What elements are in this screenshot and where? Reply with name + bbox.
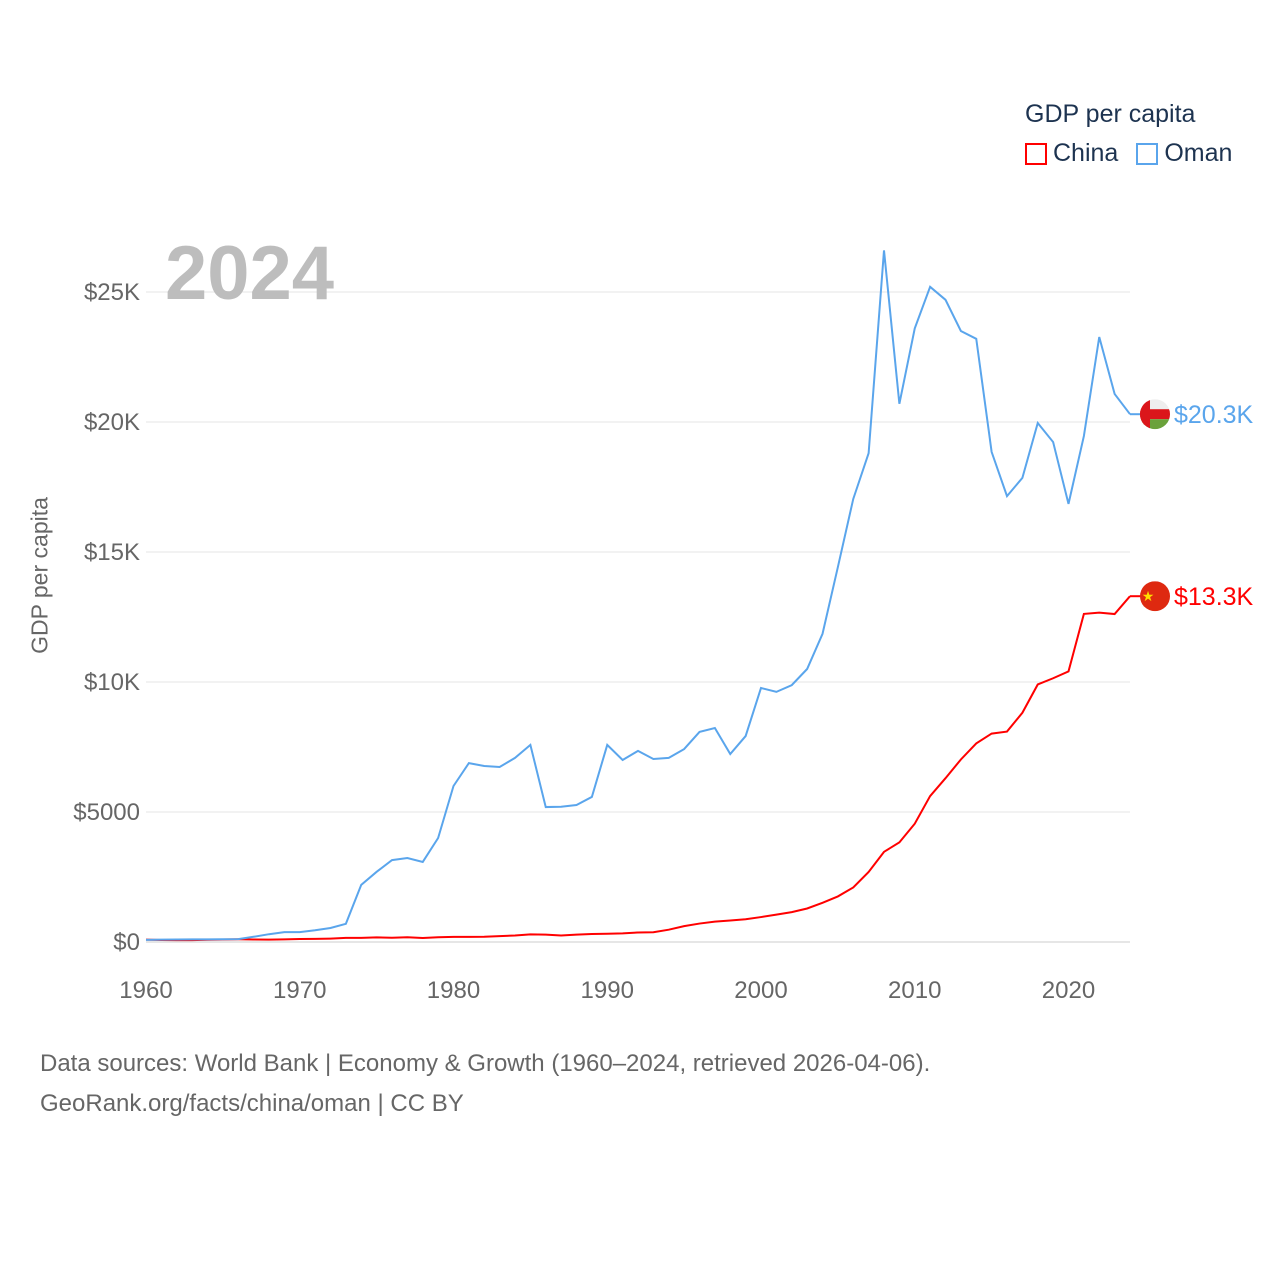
svg-text:★: ★: [1142, 588, 1155, 604]
china-flag-icon: ★: [1140, 581, 1170, 612]
legend-title: GDP per capita: [1025, 100, 1196, 128]
legend-label: Oman: [1164, 139, 1233, 167]
y-tick-label: $10K: [84, 669, 140, 696]
y-axis-label: GDP per capita: [26, 497, 53, 654]
end-value-label: $20.3K: [1174, 401, 1254, 429]
x-tick-label: 1960: [119, 977, 172, 1004]
source-note: Data sources: World Bank | Economy & Gro…: [40, 1044, 930, 1124]
source-line: Data sources: World Bank | Economy & Gro…: [40, 1050, 931, 1077]
x-tick-label: 1970: [273, 977, 326, 1004]
end-value-label: $13.3K: [1174, 583, 1254, 611]
x-tick-label: 1980: [427, 977, 480, 1004]
y-tick-label: $5000: [73, 799, 140, 826]
x-tick-label: 2000: [734, 977, 787, 1004]
legend: GDP per capita China Oman: [1025, 100, 1232, 168]
x-tick-label: 1990: [581, 977, 634, 1004]
legend-swatch: [1025, 142, 1047, 165]
y-tick-label: $25K: [84, 279, 140, 306]
y-tick-label: $20K: [84, 409, 140, 436]
legend-label: China: [1053, 139, 1119, 167]
x-tick-label: 2010: [888, 977, 941, 1004]
legend-item-oman[interactable]: Oman: [1136, 139, 1232, 168]
source-link[interactable]: GeoRank.org/facts/china/oman | CC BY: [40, 1090, 464, 1117]
legend-swatch: [1136, 142, 1159, 165]
series-line-china: [145, 595, 1131, 942]
legend-item-china[interactable]: China: [1025, 139, 1118, 168]
oman-flag-icon: [1140, 399, 1170, 430]
y-tick-label: $0: [113, 929, 140, 956]
y-tick-label: $15K: [84, 539, 140, 566]
series-line-oman: [145, 250, 1131, 941]
x-tick-label: 2020: [1042, 977, 1095, 1004]
year-label: 2024: [165, 231, 335, 316]
